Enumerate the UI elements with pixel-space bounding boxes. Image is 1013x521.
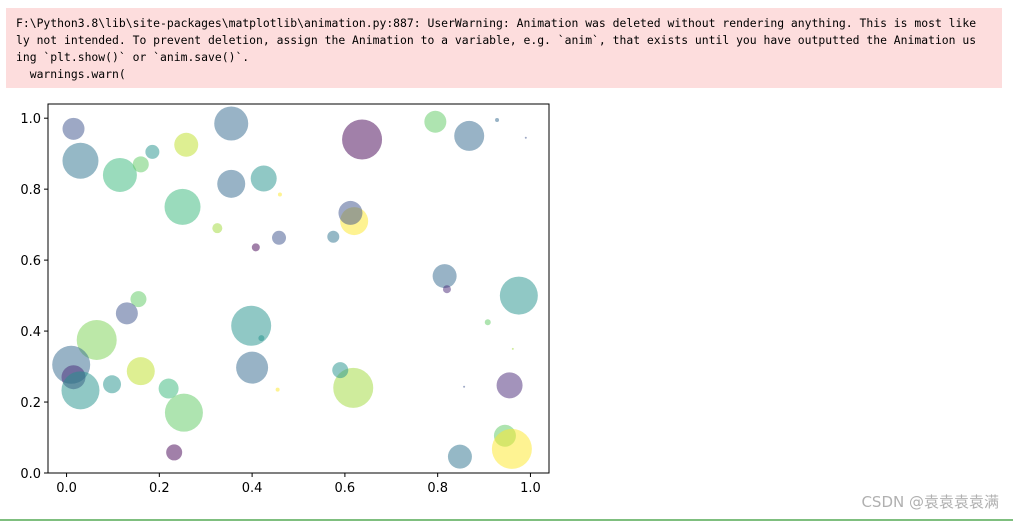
y-tick-label: 1.0 <box>20 112 41 127</box>
scatter-point <box>463 385 466 388</box>
scatter-point <box>214 106 249 141</box>
scatter-point <box>342 119 383 160</box>
scatter-point <box>432 264 457 289</box>
scatter-point <box>158 378 179 399</box>
x-tick-label: 1.0 <box>520 481 541 496</box>
scatter-point <box>174 132 199 157</box>
scatter-point <box>454 120 485 151</box>
scatter-point <box>250 165 277 192</box>
stderr-line: ing `plt.show()` or `anim.save()`. <box>16 50 250 64</box>
scatter-point <box>499 276 538 315</box>
scatter-point <box>145 144 160 159</box>
stderr-line: warnings.warn( <box>16 67 126 81</box>
scatter-point <box>130 291 147 308</box>
chart-svg: 0.0 0.2 0.4 0.6 0.8 1.0 0.0 0.2 0.4 0.6 0.8 1.0 <box>20 103 550 496</box>
x-tick-label: 0.4 <box>242 481 263 496</box>
y-tick-label: 0.4 <box>20 325 41 340</box>
x-tick-label: 0.0 <box>56 481 77 496</box>
y-tick-label: 0.2 <box>20 396 41 411</box>
scatter-point <box>496 372 523 399</box>
scatter-point <box>212 223 223 234</box>
plot-frame <box>47 103 550 474</box>
scatter-point <box>164 393 203 432</box>
scatter-point <box>102 157 137 192</box>
scatter-point <box>338 200 363 225</box>
scatter-point <box>103 375 122 394</box>
scatter-point <box>166 444 183 461</box>
scatter-point <box>491 428 532 469</box>
scatter-point <box>333 367 374 408</box>
scatter-point <box>126 357 155 386</box>
scatter-point <box>447 444 472 469</box>
scatter-plot: 0.0 0.2 0.4 0.6 0.8 1.0 0.0 0.2 0.4 0.6 0.8 1.0 <box>0 95 600 515</box>
scatter-point <box>231 305 272 346</box>
scatter-point <box>524 136 527 139</box>
scatter-point <box>62 117 85 140</box>
scatter-point <box>217 169 246 198</box>
y-tick-label: 0.0 <box>20 467 41 482</box>
scatter-point <box>484 319 491 326</box>
x-tick-label: 0.8 <box>427 481 448 496</box>
scatter-point <box>76 319 117 360</box>
scatter-point <box>275 387 280 392</box>
scatter-point <box>495 117 500 122</box>
scatter-point <box>327 230 340 243</box>
x-tick-label: 0.2 <box>149 481 170 496</box>
stderr-line: F:\Python3.8\lib\site-packages\matplotli… <box>16 16 977 30</box>
scatter-point <box>424 110 447 133</box>
scatter-point <box>511 347 514 350</box>
scatter-point <box>61 371 100 410</box>
y-tick-label: 0.6 <box>20 254 41 269</box>
scatter-point <box>251 243 260 252</box>
bottom-divider <box>0 519 1013 521</box>
scatter-point <box>236 351 269 384</box>
scatter-point <box>277 192 282 197</box>
scatter-point <box>272 230 287 245</box>
scatter-point <box>164 188 201 225</box>
scatter-point <box>132 156 149 173</box>
x-tick-label: 0.6 <box>335 481 356 496</box>
stderr-line: ly not intended. To prevent deletion, as… <box>16 33 977 47</box>
scatter-point <box>115 302 138 325</box>
stderr-output: F:\Python3.8\lib\site-packages\matplotli… <box>6 8 1002 88</box>
y-tick-label: 0.8 <box>20 183 41 198</box>
scatter-point <box>62 142 99 179</box>
watermark: CSDN @袁袁袁袁满 <box>861 493 999 511</box>
scatter-point <box>332 362 349 379</box>
scatter-point <box>442 285 451 294</box>
